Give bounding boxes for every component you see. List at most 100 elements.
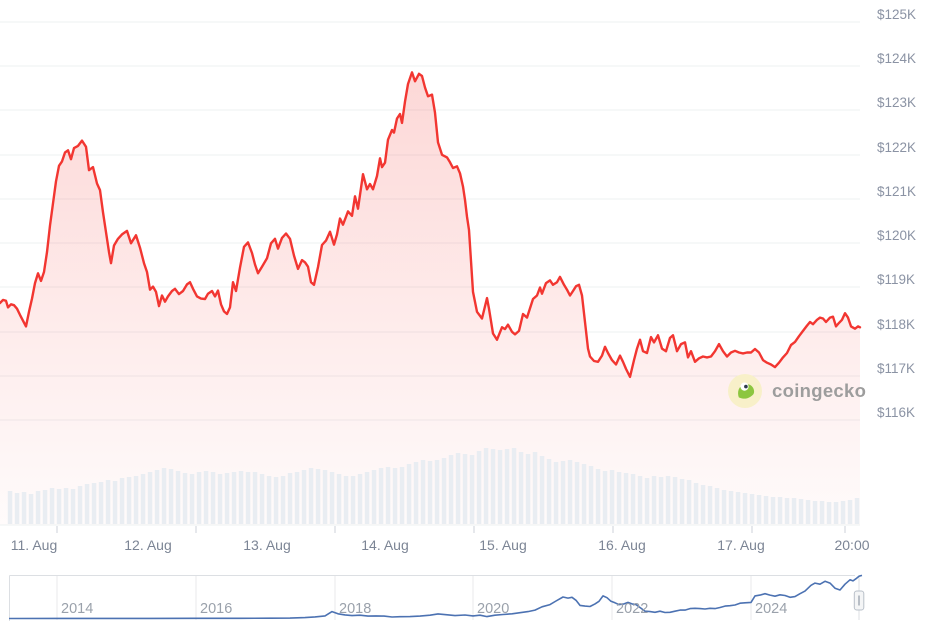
volume-bar (455, 453, 461, 524)
volume-bar (840, 501, 846, 524)
navigator-year-label: 2014 (61, 601, 94, 617)
volume-bar (112, 481, 118, 524)
volume-bar (14, 493, 20, 524)
navigator-year-label: 2024 (755, 601, 788, 617)
volume-bar (791, 498, 797, 524)
volume-bar (168, 469, 174, 524)
volume-bar (854, 498, 860, 524)
x-axis-label: 13. Aug (243, 537, 291, 553)
volume-bar (175, 471, 181, 524)
volume-bar (770, 497, 776, 524)
coingecko-watermark: coingecko (727, 373, 866, 409)
volume-bar (602, 471, 608, 524)
x-axis-label: 15. Aug (479, 537, 527, 553)
volume-bar (623, 473, 629, 524)
volume-bar (616, 472, 622, 524)
volume-bar (546, 459, 552, 524)
volume-bar (644, 478, 650, 524)
volume-bar (560, 461, 566, 524)
volume-bar (630, 474, 636, 524)
volume-bar (56, 489, 62, 524)
navigator-year-label: 2018 (339, 601, 372, 617)
volume-bar (511, 448, 517, 524)
y-axis-label: $124K (877, 51, 917, 66)
volume-bar (154, 470, 160, 524)
volume-bar (126, 477, 132, 524)
volume-bar (161, 468, 167, 524)
volume-bar (385, 467, 391, 524)
volume-bar (693, 483, 699, 524)
y-axis-label: $121K (877, 184, 917, 199)
navigator-line (8, 574, 863, 620)
volume-bar (294, 472, 300, 524)
volume-bar (140, 474, 146, 524)
volume-bar (315, 469, 321, 524)
volume-bar (210, 472, 216, 524)
volume-bar (231, 472, 237, 524)
volume-bar (189, 474, 195, 524)
volume-bar (427, 461, 433, 524)
volume-bar (392, 468, 398, 524)
y-axis-label: $125K (877, 7, 917, 22)
coingecko-brand-text: coingecko (772, 380, 867, 401)
volume-bar (658, 477, 664, 524)
y-axis-label: $116K (877, 405, 916, 420)
volume-bar (434, 460, 440, 524)
volume-bar (581, 464, 587, 524)
volume-bar (238, 471, 244, 524)
volume-bar (679, 479, 685, 524)
volume-bar (91, 483, 97, 524)
volume-bar (63, 488, 69, 524)
volume-bar (700, 485, 706, 524)
volume-bar (371, 470, 377, 524)
volume-bar (287, 473, 293, 524)
volume-bar (280, 476, 286, 524)
volume-bar (819, 501, 825, 524)
volume-bar (343, 476, 349, 524)
volume-bar (798, 499, 804, 524)
volume-bar (350, 476, 356, 524)
x-axis-label: 12. Aug (124, 537, 172, 553)
volume-bar (105, 480, 111, 524)
volume-bar (553, 462, 559, 524)
volume-bar (686, 480, 692, 524)
volume-bar (728, 491, 734, 524)
volume-bar (609, 470, 615, 524)
volume-bar (763, 496, 769, 524)
volume-bar (413, 462, 419, 524)
volume-bar (329, 472, 335, 524)
volume-bar (707, 486, 713, 524)
volume-bar (133, 476, 139, 524)
volume-bar (588, 466, 594, 524)
volume-bar (518, 452, 524, 524)
y-axis-label: $120K (877, 228, 917, 243)
navigator-year-label: 2020 (477, 601, 510, 617)
volume-bar (21, 492, 27, 524)
volume-bar (742, 493, 748, 524)
volume-bar (567, 460, 573, 524)
y-axis-label: $118K (877, 317, 916, 332)
volume-bar (483, 448, 489, 524)
volume-bar (777, 497, 783, 524)
volume-bar (805, 500, 811, 524)
volume-bar (539, 456, 545, 524)
y-axis-label: $117K (877, 361, 916, 376)
volume-bar (84, 484, 90, 524)
volume-bar (826, 502, 832, 524)
volume-bar (574, 462, 580, 524)
volume-bar (420, 460, 426, 524)
volume-bar (756, 495, 762, 524)
volume-bar (784, 498, 790, 524)
y-axis-label: $122K (877, 140, 917, 155)
price-area-fill (0, 72, 860, 526)
navigator-year-label: 2016 (200, 601, 233, 617)
volume-bar (42, 490, 48, 524)
volume-bar (301, 470, 307, 524)
volume-bar (812, 501, 818, 524)
volume-bar (196, 472, 202, 524)
volume-bar (273, 477, 279, 524)
volume-bar (182, 473, 188, 524)
volume-bar (77, 486, 83, 524)
volume-bar (532, 452, 538, 524)
